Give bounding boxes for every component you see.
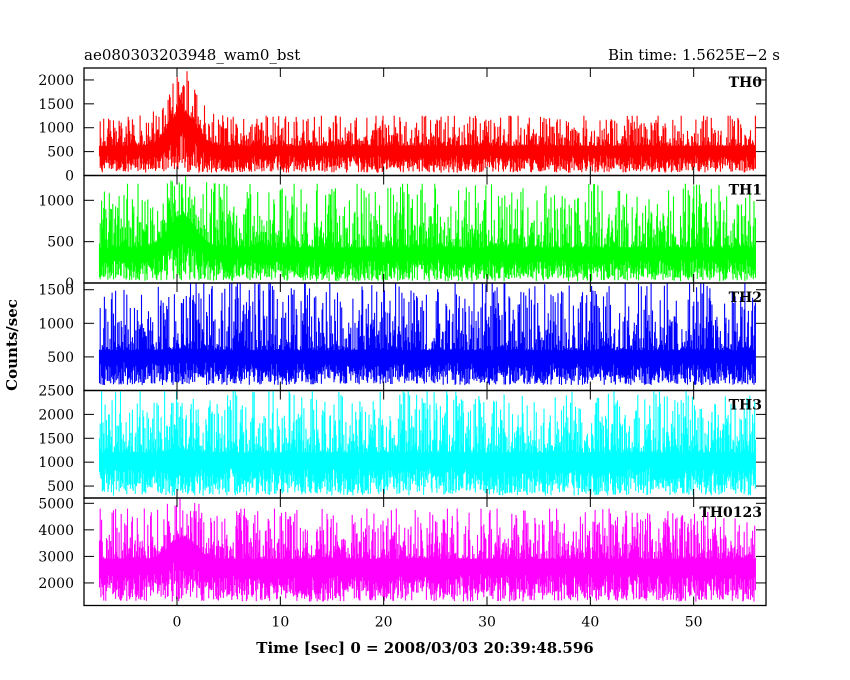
y-tick-label: 2000 (38, 576, 74, 592)
panel-frame (83, 497, 767, 607)
y-tick-label: 1000 (38, 193, 74, 209)
panel-label: TH1 (729, 183, 762, 199)
series-th3 (98, 390, 756, 496)
x-tick-label: 50 (685, 615, 703, 631)
panel-label: TH2 (729, 290, 762, 306)
x-axis-title: Time [sec] 0 = 2008/03/03 20:39:48.596 (256, 639, 593, 657)
series-th2 (98, 283, 756, 386)
panel-label: TH0 (729, 75, 763, 91)
series-th1 (98, 176, 756, 282)
panel-th3: 500 1000 1500 2000 2500 TH3 (38, 384, 767, 499)
series-th0123 (98, 498, 756, 602)
y-tick-label: 3000 (38, 549, 74, 565)
panel-th2: 0 500 1000 1500 TH2 (38, 282, 767, 400)
x-tick-label: 0 (173, 615, 182, 631)
y-tick-label: 1000 (38, 121, 74, 137)
y-tick-label: 1000 (38, 455, 74, 471)
panel-stack: 0 500 1000 1500 2000 TH0 0 500 1000 TH1 0 500 1000 15… (38, 67, 767, 607)
x-tick-label: 40 (581, 615, 599, 631)
bin-time-label: Bin time: 1.5625E−2 s (608, 46, 780, 64)
y-tick-label: 500 (47, 145, 74, 161)
panel-th0123: 2000 3000 4000 5000 TH0123 (38, 496, 767, 607)
panel-th1: 0 500 1000 TH1 (38, 174, 767, 292)
x-tick-label: 10 (271, 615, 289, 631)
x-axis: 0 10 20 30 40 50 (173, 615, 703, 631)
panel-th0: 0 500 1000 1500 2000 TH0 (38, 67, 767, 185)
y-tick-label: 2000 (38, 73, 74, 89)
y-tick-label: 500 (47, 235, 74, 251)
y-tick-label: 1500 (38, 431, 74, 447)
x-tick-label: 30 (478, 615, 496, 631)
y-tick-label: 5000 (38, 496, 74, 512)
y-tick-label: 2500 (38, 384, 74, 400)
y-tick-label: 0 (65, 169, 74, 185)
y-tick-label: 500 (47, 479, 74, 495)
panel-label: TH3 (729, 398, 762, 414)
y-axis-title: Counts/sec (3, 299, 21, 391)
series-th0 (98, 71, 756, 173)
y-tick-label: 1000 (38, 316, 74, 332)
panel-label: TH0123 (699, 505, 762, 521)
plot-title: ae080303203948_wam0_bst (84, 46, 300, 64)
y-tick-label: 1500 (38, 283, 74, 299)
y-tick-label: 2000 (38, 407, 74, 423)
y-tick-label: 0 (65, 384, 74, 400)
y-tick-label: 1500 (38, 97, 74, 113)
y-tick-label: 500 (47, 350, 74, 366)
x-tick-label: 20 (375, 615, 393, 631)
y-tick-label: 0 (65, 276, 74, 292)
y-tick-label: 4000 (38, 523, 74, 539)
